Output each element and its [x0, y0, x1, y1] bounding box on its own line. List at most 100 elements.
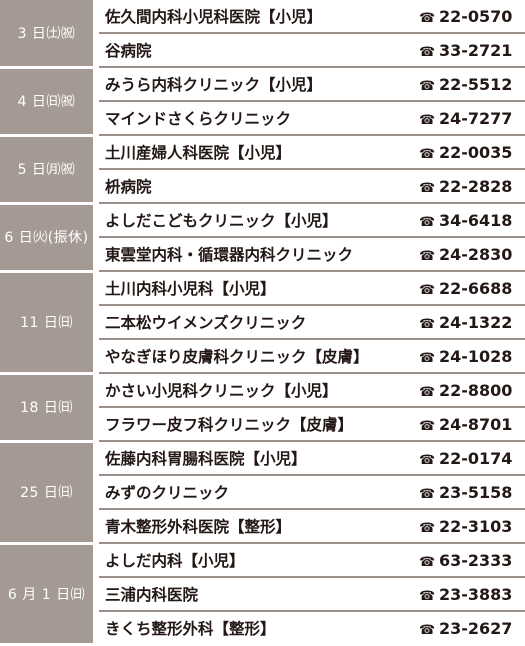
phone-cell: ☎ 24-1028 [419, 339, 525, 374]
phone-cell: ☎ 22-3103 [419, 509, 525, 544]
phone-cell: ☎ 24-2830 [419, 237, 525, 272]
clinic-name: 枡病院 [96, 169, 419, 204]
phone-number: 24-1028 [439, 346, 513, 366]
table-row: みずのクリニック ☎ 23-5158 [0, 475, 525, 510]
clinic-name: きくち整形外科【整形】 [105, 620, 276, 638]
clinic-name: 佐藤内科胃腸科医院【小児】 [96, 441, 419, 476]
clinic-name: 東雲堂内科・循環器内科クリニック [96, 237, 419, 272]
phone-number: 22-0570 [439, 6, 513, 26]
phone-icon: ☎ [419, 350, 436, 366]
table-row: 6 日㈫(振休) よしだこどもクリニック【小児】 ☎ 34-6418 [0, 203, 525, 273]
phone-icon: ☎ [419, 452, 436, 468]
phone-cell: ☎ 24-8701 [419, 407, 525, 442]
phone-number: 22-8800 [439, 380, 513, 400]
phone-number: 23-2627 [439, 618, 513, 638]
phone-icon: ☎ [419, 418, 436, 434]
phone-number: 24-1322 [439, 312, 513, 332]
phone-cell: ☎ 23-3883 [419, 577, 525, 612]
phone-number: 63-2333 [439, 550, 513, 570]
phone-icon: ☎ [419, 520, 436, 536]
phone-icon: ☎ [419, 554, 436, 570]
phone-cell: ☎ 24-1322 [419, 305, 525, 340]
clinic-name: かさい小児科クリニック【小児】 [96, 373, 419, 408]
date-cell: 4 日㈰㈷ [0, 67, 99, 137]
phone-number: 22-2828 [439, 176, 513, 196]
table-row: マインドさくらクリニック ☎ 24-7277 [0, 101, 525, 136]
phone-cell: ☎ 23-5158 [419, 475, 525, 510]
date-cell: 25 日㈰ [0, 441, 99, 545]
clinic-name: よしだこどもクリニック【小児】 [96, 203, 419, 238]
phone-number: 22-5512 [439, 74, 513, 94]
phone-cell: ☎ 22-0570 [419, 0, 525, 34]
phone-cell: ☎ 63-2333 [419, 543, 525, 578]
phone-cell: ☎ 22-2828 [419, 169, 525, 204]
table-row: 東雲堂内科・循環器内科クリニック ☎ 24-2830 [0, 237, 525, 272]
phone-icon: ☎ [419, 180, 436, 196]
clinic-name: 佐久間内科小児科医院【小児】 [96, 0, 419, 34]
clinic-name: みうら内科クリニック【小児】 [96, 67, 419, 102]
phone-icon: ☎ [419, 486, 436, 502]
phone-icon: ☎ [419, 10, 436, 26]
phone-number: 22-6688 [439, 278, 513, 298]
clinic-name: フラワー皮フ科クリニック【皮膚】 [96, 407, 419, 442]
table-row: 二本松ウイメンズクリニック ☎ 24-1322 [0, 305, 525, 340]
clinic-name: 谷病院 [96, 33, 419, 68]
date-cell: 11 日㈰ [0, 271, 99, 375]
table-row: 25 日㈰ 佐藤内科胃腸科医院【小児】 ☎ 22-0174 [0, 441, 525, 545]
phone-number: 22-0035 [439, 142, 513, 162]
table-row: 青木整形外科医院【整形】 ☎ 22-3103 [0, 509, 525, 544]
date-cell: 3 日㈯㈷ [0, 0, 99, 69]
table-row: フラワー皮フ科クリニック【皮膚】 ☎ 24-8701 [0, 407, 525, 442]
clinic-name: 青木整形外科医院【整形】 [96, 509, 419, 544]
phone-cell: ☎ 22-0035 [419, 135, 525, 170]
table-row: 5 日㈪㈷ 土川産婦人科医院【小児】 ☎ 22-0035 [0, 135, 525, 205]
phone-icon: ☎ [419, 44, 436, 60]
clinic-name: やなぎほり皮膚科クリニック【皮膚】 [96, 339, 419, 374]
phone-icon: ☎ [419, 316, 436, 332]
phone-number: 24-8701 [439, 414, 513, 434]
date-cell: 18 日㈰ [0, 373, 99, 443]
phone-number: 34-6418 [439, 210, 513, 230]
table-row: 谷病院 ☎ 33-2721 [0, 33, 525, 68]
phone-cell: ☎ 33-2721 [419, 33, 525, 68]
date-cell: 6 日㈫(振休) [0, 203, 99, 273]
table-row: 6 月 1 日㈰ よしだ内科【小児】 ☎ 63-2333 [0, 543, 525, 646]
table-row: やなぎほり皮膚科クリニック【皮膚】 ☎ 24-1028 [0, 339, 525, 374]
phone-cell: ☎ 22-8800 [419, 373, 525, 408]
table-row: 枡病院 ☎ 22-2828 [0, 169, 525, 204]
clinic-name: 三浦内科医院 [96, 577, 419, 612]
phone-cell: ☎ 22-5512 [419, 67, 525, 102]
clinic-name: 土川産婦人科医院【小児】 [96, 135, 419, 170]
phone-icon: ☎ [419, 622, 436, 638]
table-row: きくち整形外科【整形】 ☎ 23-2627 [0, 611, 525, 644]
phone-icon: ☎ [419, 146, 436, 162]
phone-number: 33-2721 [439, 40, 513, 60]
date-cell: 5 日㈪㈷ [0, 135, 99, 205]
phone-number: 23-5158 [439, 482, 513, 502]
date-cell: 6 月 1 日㈰ [0, 543, 99, 646]
table-row: 11 日㈰ 土川内科小児科【小児】 ☎ 22-6688 [0, 271, 525, 375]
clinic-name: 二本松ウイメンズクリニック [96, 305, 419, 340]
phone-icon: ☎ [419, 214, 436, 230]
phone-cell: ☎ 22-0174 [419, 441, 525, 476]
phone-icon: ☎ [419, 282, 436, 298]
table-row: 3 日㈯㈷ 佐久間内科小児科医院【小児】 ☎ 22-0570 [0, 0, 525, 69]
phone-icon: ☎ [419, 112, 436, 128]
phone-icon: ☎ [419, 78, 436, 94]
clinic-name: みずのクリニック [96, 475, 419, 510]
clinic-name: 土川内科小児科【小児】 [96, 271, 419, 306]
phone-icon: ☎ [419, 588, 436, 604]
phone-cell: ☎ 24-7277 [419, 101, 525, 136]
phone-cell: ☎ 23-2627 [419, 611, 525, 644]
phone-number: 24-2830 [439, 244, 513, 264]
table-row: 4 日㈰㈷ みうら内科クリニック【小児】 ☎ 22-5512 [0, 67, 525, 137]
phone-cell: ☎ 22-6688 [419, 271, 525, 306]
clinic-name: マインドさくらクリニック [96, 101, 419, 136]
phone-number: 22-0174 [439, 448, 513, 468]
phone-icon: ☎ [419, 384, 436, 400]
phone-icon: ☎ [419, 248, 436, 264]
table-row: 三浦内科医院 ☎ 23-3883 [0, 577, 525, 612]
phone-cell: ☎ 34-6418 [419, 203, 525, 238]
